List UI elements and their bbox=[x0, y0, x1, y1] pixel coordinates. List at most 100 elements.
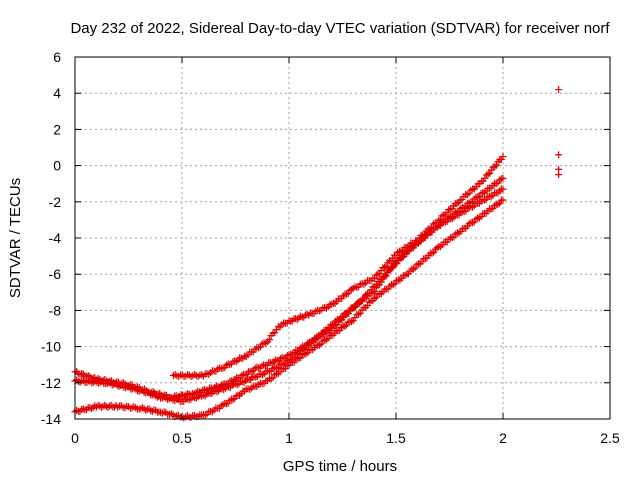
data-point bbox=[467, 186, 475, 194]
data-point bbox=[481, 174, 489, 182]
data-point bbox=[76, 371, 84, 379]
data-point bbox=[447, 214, 455, 222]
chart-title: Day 232 of 2022, Sidereal Day-to-day VTE… bbox=[70, 20, 610, 37]
data-point bbox=[238, 378, 246, 386]
data-point bbox=[328, 321, 336, 329]
data-point bbox=[448, 234, 456, 242]
grid-lines bbox=[75, 57, 610, 419]
isolated-data-point bbox=[555, 171, 563, 179]
data-point bbox=[219, 401, 227, 409]
data-point bbox=[371, 294, 379, 302]
y-tick-label: 6 bbox=[53, 49, 61, 65]
data-point bbox=[330, 320, 338, 328]
x-tick-label: 2.5 bbox=[600, 430, 620, 446]
x-tick-label: 1.5 bbox=[386, 430, 406, 446]
data-point bbox=[315, 341, 323, 349]
y-axis-label: SDTVAR / TECUs bbox=[7, 178, 24, 298]
data-point bbox=[153, 393, 161, 401]
data-point bbox=[220, 386, 228, 394]
data-point bbox=[494, 201, 502, 209]
data-point bbox=[143, 388, 151, 396]
data-point bbox=[350, 303, 358, 311]
data-point bbox=[322, 336, 330, 344]
data-point bbox=[499, 174, 507, 182]
data-point bbox=[372, 271, 380, 279]
data-point bbox=[453, 200, 461, 208]
x-tick-label: 2 bbox=[499, 430, 507, 446]
data-point bbox=[369, 289, 377, 297]
data-point bbox=[253, 363, 261, 371]
data-point bbox=[201, 411, 209, 419]
y-tick-label: -14 bbox=[41, 411, 61, 427]
data-point bbox=[122, 384, 130, 392]
data-point bbox=[337, 324, 345, 332]
data-point bbox=[303, 310, 311, 318]
data-point bbox=[371, 274, 379, 282]
data-point bbox=[477, 190, 485, 198]
data-point bbox=[349, 304, 357, 312]
data-point bbox=[399, 252, 407, 260]
data-point bbox=[469, 203, 477, 211]
data-point bbox=[377, 278, 385, 286]
y-tick-label: 0 bbox=[53, 158, 61, 174]
data-point bbox=[302, 350, 310, 358]
data-point bbox=[438, 212, 446, 220]
data-point bbox=[484, 170, 492, 178]
data-point bbox=[295, 314, 303, 322]
data-point bbox=[83, 378, 91, 386]
data-point bbox=[499, 185, 507, 193]
data-point bbox=[150, 390, 158, 398]
data-point bbox=[115, 383, 123, 391]
axis-ticks: 0 0.5 1 1.5 2 2.5 -14 -12 -10 -8 -6 -4 -2 0 2 4 6 bbox=[41, 49, 620, 446]
data-point bbox=[246, 386, 254, 394]
data-point bbox=[348, 318, 356, 326]
data-point bbox=[73, 406, 81, 414]
data-point bbox=[352, 301, 360, 309]
data-point bbox=[465, 189, 473, 197]
y-tick-label: -2 bbox=[49, 194, 62, 210]
data-point bbox=[255, 344, 263, 352]
data-point bbox=[499, 153, 507, 161]
data-point bbox=[218, 385, 226, 393]
data-point bbox=[226, 361, 234, 369]
data-point bbox=[332, 317, 340, 325]
data-point bbox=[382, 262, 390, 270]
x-tick-label: 1 bbox=[285, 430, 293, 446]
data-point bbox=[262, 339, 270, 347]
data-point bbox=[299, 351, 307, 359]
data-point bbox=[341, 322, 349, 330]
data-point bbox=[472, 215, 480, 223]
data-point bbox=[152, 392, 160, 400]
data-point bbox=[355, 299, 363, 307]
data-point bbox=[483, 171, 491, 179]
y-tick-label: -4 bbox=[49, 230, 62, 246]
data-point bbox=[199, 391, 207, 399]
data-points bbox=[71, 86, 563, 422]
y-tick-label: -8 bbox=[49, 302, 62, 318]
data-point bbox=[442, 218, 450, 226]
data-point bbox=[319, 337, 327, 345]
data-point bbox=[268, 359, 276, 367]
data-point bbox=[492, 180, 500, 188]
data-point bbox=[455, 229, 463, 237]
data-point bbox=[222, 361, 230, 369]
data-point bbox=[292, 315, 300, 323]
data-point bbox=[393, 277, 401, 285]
data-point bbox=[411, 264, 419, 272]
data-point bbox=[485, 192, 493, 200]
data-point bbox=[313, 332, 321, 340]
data-point bbox=[435, 217, 443, 225]
data-point bbox=[229, 396, 237, 404]
data-point bbox=[487, 193, 495, 201]
data-point bbox=[135, 387, 143, 395]
data-point bbox=[491, 202, 499, 210]
data-point bbox=[158, 409, 166, 417]
data-point bbox=[204, 389, 212, 397]
data-point bbox=[380, 273, 388, 281]
data-point bbox=[384, 269, 392, 277]
data-point bbox=[492, 161, 500, 169]
data-point bbox=[232, 358, 240, 366]
data-point bbox=[387, 264, 395, 272]
data-point bbox=[110, 380, 118, 388]
